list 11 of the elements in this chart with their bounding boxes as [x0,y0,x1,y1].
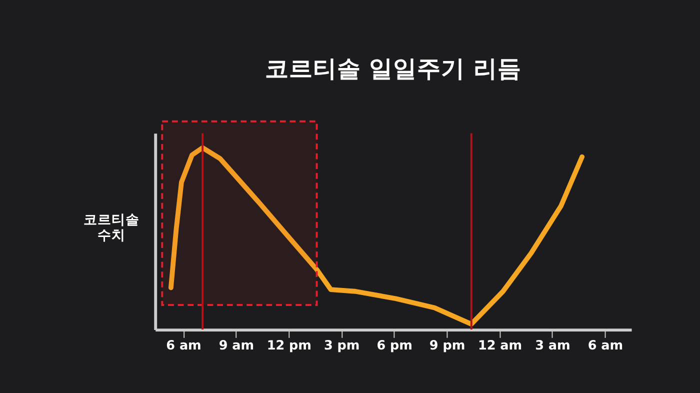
x-tick-label: 12 pm [266,338,312,354]
x-tick-label: 6 pm [376,338,412,354]
x-tick-label: 9 pm [429,338,466,354]
y-axis-title: 코르티솔 수치 [83,212,140,244]
x-tick-label: 6 am [588,338,624,354]
x-tick-label: 3 am [535,338,570,354]
x-tick-label: 9 am [218,338,254,354]
x-tick-label: 3 pm [324,338,360,354]
x-tick-label: 12 am [478,338,522,354]
chart-title: 코르티솔 일일주기 리듬 [264,54,522,82]
x-tick-label: 6 am [166,338,202,354]
